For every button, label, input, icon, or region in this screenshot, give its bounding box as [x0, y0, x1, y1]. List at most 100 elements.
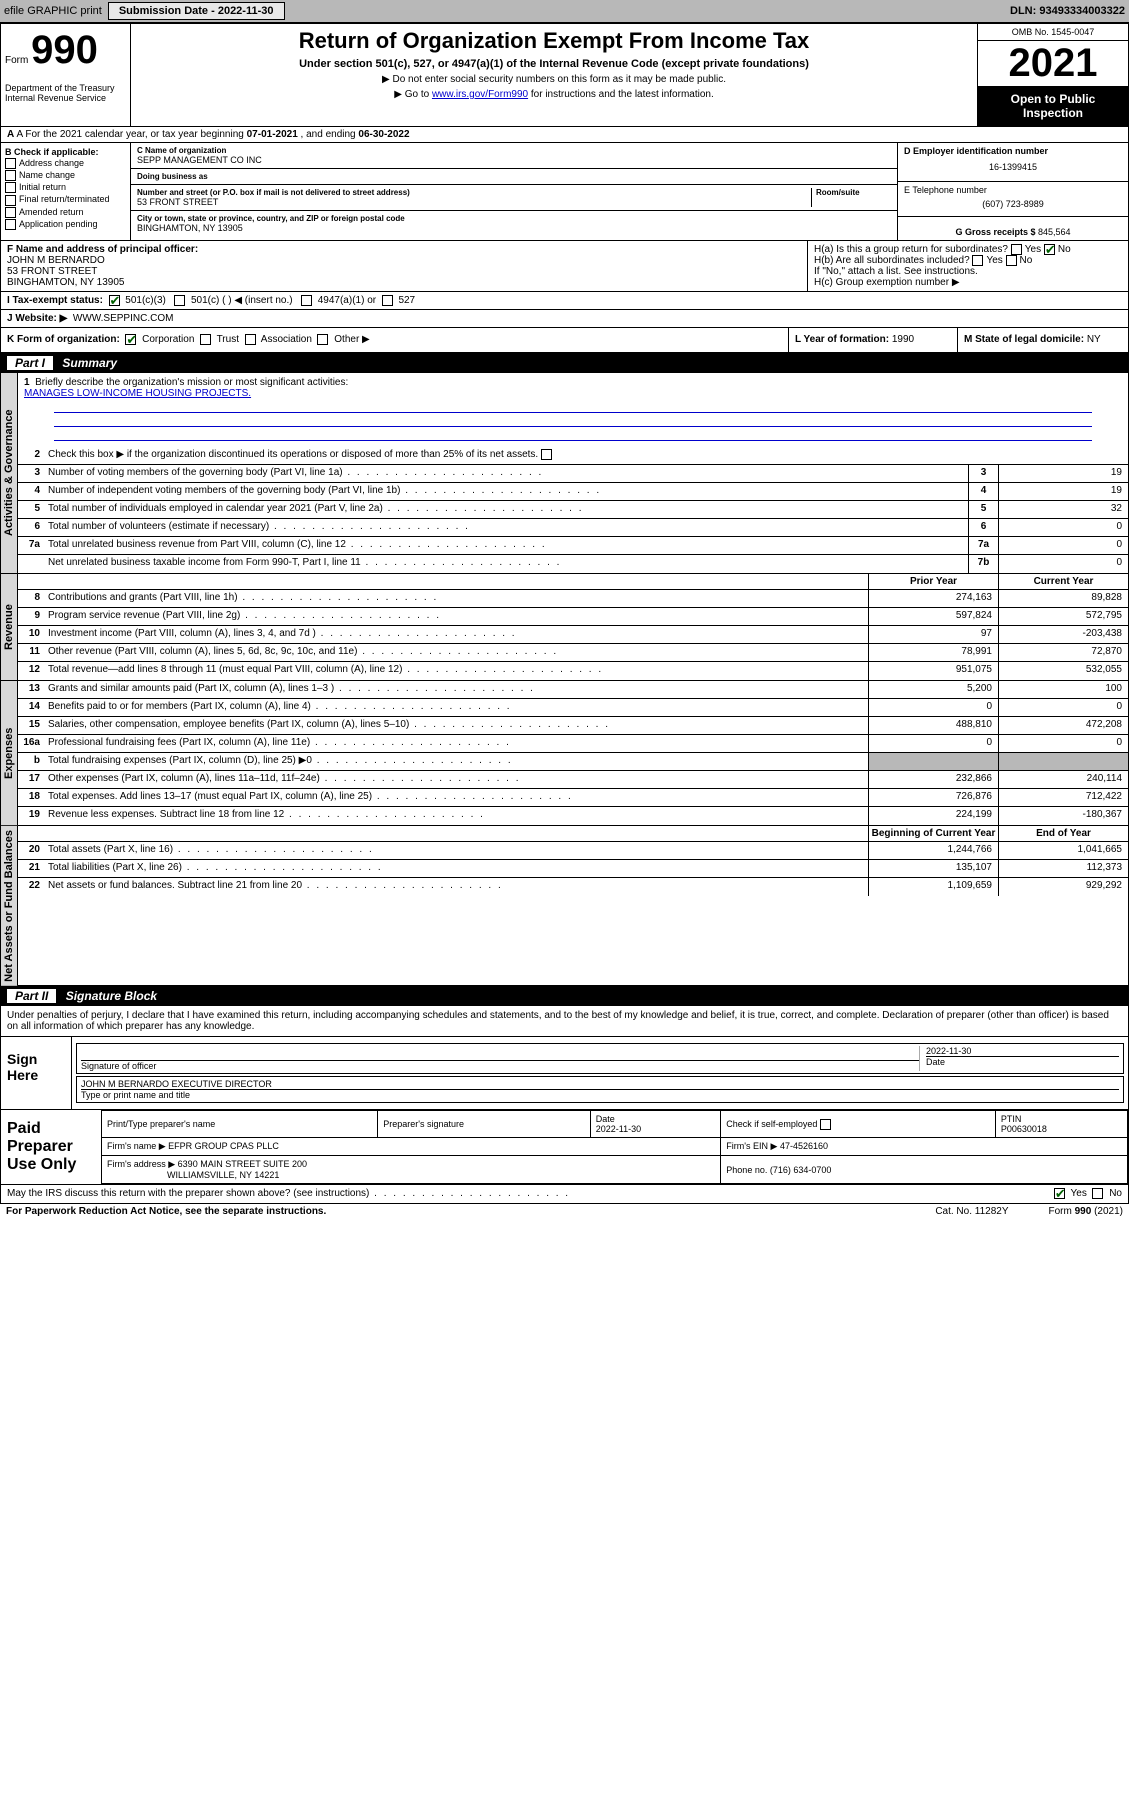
check-self-employed[interactable]: [820, 1119, 831, 1130]
check-amended-return[interactable]: Amended return: [5, 207, 126, 218]
hc-label: H(c) Group exemption number ▶: [814, 277, 1122, 288]
gross-label: G Gross receipts $: [955, 227, 1035, 237]
col-boy: Beginning of Current Year: [868, 826, 998, 841]
state-domicile: M State of legal domicile: NY: [958, 328, 1128, 351]
part-1-header: Part I Summary: [0, 353, 1129, 373]
block-fh: F Name and address of principal officer:…: [0, 241, 1129, 292]
page-footer: For Paperwork Reduction Act Notice, see …: [0, 1204, 1129, 1219]
part-1-num: Part I: [7, 356, 53, 370]
preparer-date-cell: Date2022-11-30: [590, 1111, 721, 1138]
hb-label: H(b) Are all subordinates included?: [814, 255, 970, 266]
check-501c3[interactable]: [109, 295, 120, 306]
hb-no-check[interactable]: [1006, 255, 1017, 266]
check-527[interactable]: [382, 295, 393, 306]
check-initial-return[interactable]: Initial return: [5, 182, 126, 193]
header-note-2: Go to www.irs.gov/Form990 for instructio…: [135, 89, 973, 100]
website-value: WWW.SEPPINC.COM: [73, 313, 174, 324]
discuss-yes-check[interactable]: [1054, 1188, 1065, 1199]
preparer-sig-hdr: Preparer's signature: [378, 1111, 591, 1138]
firm-addr-cell: Firm's address ▶ 6390 MAIN STREET SUITE …: [102, 1156, 721, 1184]
check-corporation[interactable]: [125, 334, 136, 345]
sig-date-label: Date: [926, 1056, 1119, 1067]
officer-city: BINGHAMTON, NY 13905: [7, 277, 124, 288]
check-name-change[interactable]: Name change: [5, 170, 126, 181]
discuss-no-check[interactable]: [1092, 1188, 1103, 1199]
signature-intro: Under penalties of perjury, I declare th…: [0, 1006, 1129, 1037]
efile-label: efile GRAPHIC print: [4, 5, 102, 17]
tax-year-end: 06-30-2022: [358, 129, 409, 140]
summary-row: 7aTotal unrelated business revenue from …: [18, 537, 1128, 555]
dln-label: DLN: 93493334003322: [1010, 5, 1125, 17]
print-name-line: JOHN M BERNARDO EXECUTIVE DIRECTOR Type …: [76, 1076, 1124, 1103]
self-employed-cell: Check if self-employed: [721, 1111, 996, 1138]
tax-year: 2021: [978, 41, 1128, 86]
submission-date-button[interactable]: Submission Date - 2022-11-30: [108, 2, 285, 20]
form-title: Return of Organization Exempt From Incom…: [135, 28, 973, 54]
firm-ein-cell: Firm's EIN ▶ 47-4526160: [721, 1138, 1128, 1156]
preparer-name-hdr: Print/Type preparer's name: [102, 1111, 378, 1138]
mission-label: Briefly describe the organization's miss…: [35, 377, 348, 388]
part-2-title: Signature Block: [66, 989, 157, 1003]
org-name: SEPP MANAGEMENT CO INC: [137, 155, 891, 165]
form-subtitle: Under section 501(c), 527, or 4947(a)(1)…: [135, 58, 973, 70]
ha-yes-check[interactable]: [1011, 244, 1022, 255]
check-address-change[interactable]: Address change: [5, 158, 126, 169]
header-right: OMB No. 1545-0047 2021 Open to Public In…: [978, 24, 1128, 126]
col-de: D Employer identification number 16-1399…: [898, 143, 1128, 240]
check-discontinued[interactable]: [541, 449, 552, 460]
summary-row: 19Revenue less expenses. Subtract line 1…: [18, 807, 1128, 825]
ha-no-check[interactable]: [1044, 244, 1055, 255]
sidebar-net-assets: Net Assets or Fund Balances: [1, 826, 18, 986]
check-association[interactable]: [245, 334, 256, 345]
signature-line: Signature of officer 2022-11-30 Date: [76, 1043, 1124, 1074]
paid-preparer-table: Print/Type preparer's name Preparer's si…: [101, 1110, 1128, 1184]
open-inspection-badge: Open to Public Inspection: [978, 86, 1128, 126]
sign-here-label: Sign Here: [1, 1037, 71, 1109]
sig-date: 2022-11-30: [926, 1046, 1119, 1056]
sidebar-activities: Activities & Governance: [1, 373, 18, 573]
summary-row: 22Net assets or fund balances. Subtract …: [18, 878, 1128, 896]
col-eoy: End of Year: [998, 826, 1128, 841]
officer-print-name: JOHN M BERNARDO EXECUTIVE DIRECTOR: [81, 1079, 1119, 1089]
street-label: Number and street (or P.O. box if mail i…: [137, 188, 811, 197]
hb-yes-check[interactable]: [972, 255, 983, 266]
row-j-website: J Website: ▶ WWW.SEPPINC.COM: [0, 310, 1129, 328]
summary-row: 15Salaries, other compensation, employee…: [18, 717, 1128, 735]
note2-suffix: for instructions and the latest informat…: [528, 89, 714, 100]
form-org-label: K Form of organization:: [7, 335, 120, 346]
check-application-pending[interactable]: Application pending: [5, 219, 126, 230]
dba-label: Doing business as: [137, 172, 891, 181]
col-b-checkboxes: B Check if applicable: Address change Na…: [1, 143, 131, 240]
summary-row: 3Number of voting members of the governi…: [18, 465, 1128, 483]
hb-note: If "No," attach a list. See instructions…: [814, 266, 1122, 277]
city-value: BINGHAMTON, NY 13905: [137, 223, 891, 233]
check-final-return[interactable]: Final return/terminated: [5, 194, 126, 205]
check-b-header: B Check if applicable:: [5, 147, 126, 157]
summary-row: 13Grants and similar amounts paid (Part …: [18, 681, 1128, 699]
check-other[interactable]: [317, 334, 328, 345]
check-501c[interactable]: [174, 295, 185, 306]
line-2: 2 Check this box ▶ if the organization d…: [18, 447, 1128, 465]
officer-street: 53 FRONT STREET: [7, 266, 97, 277]
org-name-label: C Name of organization: [137, 146, 891, 155]
firm-phone-cell: Phone no. (716) 634-0700: [721, 1156, 1128, 1184]
section-expenses: Expenses 13Grants and similar amounts pa…: [0, 681, 1129, 826]
summary-row: 11Other revenue (Part VIII, column (A), …: [18, 644, 1128, 662]
row-a-prefix: A For the 2021 calendar year, or tax yea…: [16, 129, 246, 140]
ha-label: H(a) Is this a group return for subordin…: [814, 244, 1008, 255]
tax-year-begin: 07-01-2021: [247, 129, 298, 140]
principal-officer: F Name and address of principal officer:…: [1, 241, 808, 291]
irs-link[interactable]: www.irs.gov/Form990: [432, 89, 528, 100]
check-4947[interactable]: [301, 295, 312, 306]
summary-row: 18Total expenses. Add lines 13–17 (must …: [18, 789, 1128, 807]
paid-preparer-label: Paid Preparer Use Only: [1, 1110, 101, 1184]
gross-value: 845,564: [1038, 227, 1071, 237]
year-formation: L Year of formation: 1990: [788, 328, 958, 351]
officer-label: F Name and address of principal officer:: [7, 244, 198, 255]
netassets-col-header: Beginning of Current Year End of Year: [18, 826, 1128, 842]
form-header: Form 990 Department of the Treasury Inte…: [0, 23, 1129, 127]
section-net-assets: Net Assets or Fund Balances Beginning of…: [0, 826, 1129, 987]
revenue-col-header: Prior Year Current Year: [18, 574, 1128, 590]
col-prior-year: Prior Year: [868, 574, 998, 589]
check-trust[interactable]: [200, 334, 211, 345]
